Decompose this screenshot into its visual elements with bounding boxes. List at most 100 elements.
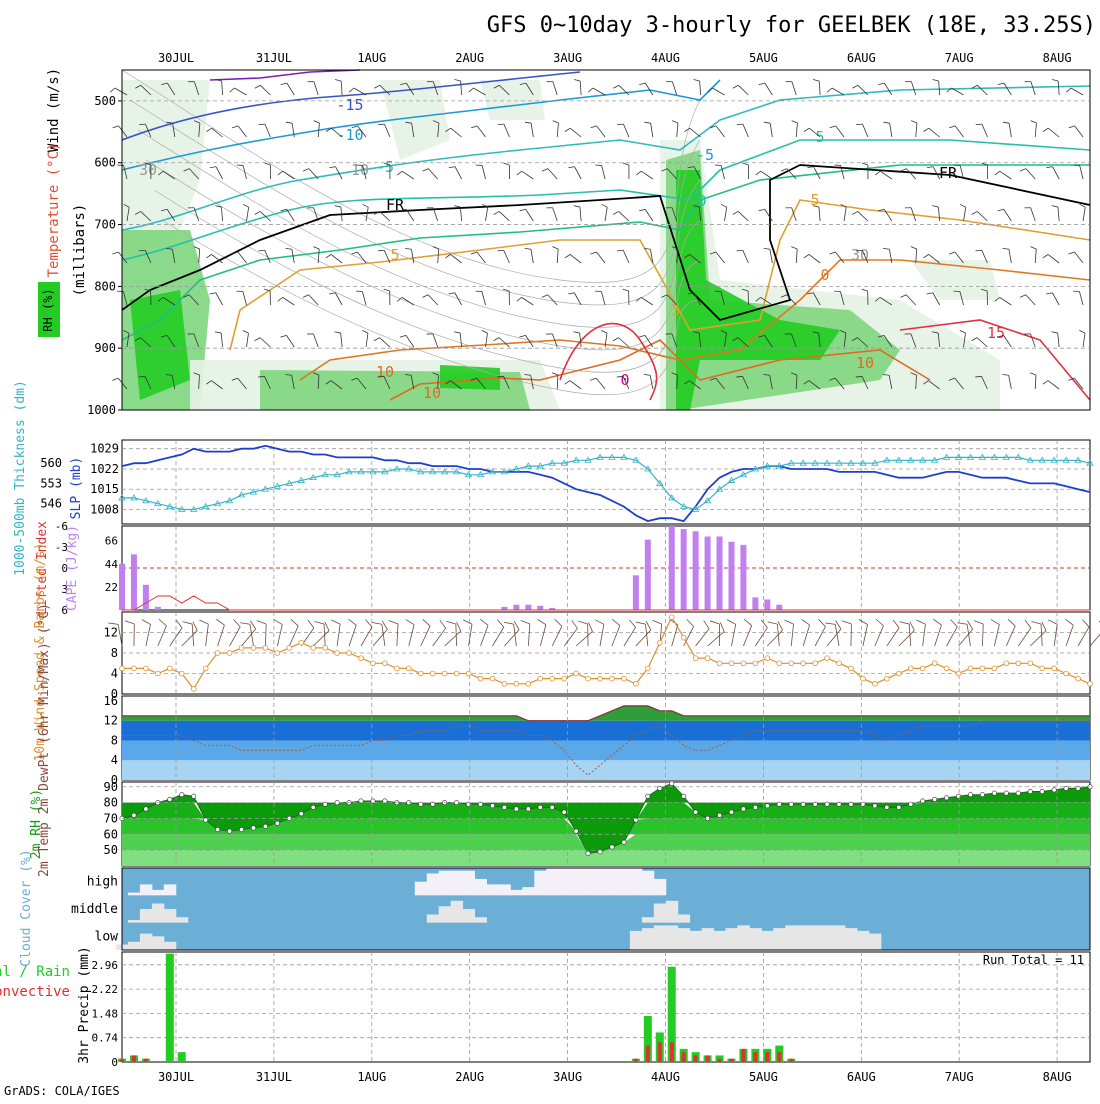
- wind10-marker: [311, 645, 316, 650]
- wind10-marker: [1076, 676, 1081, 681]
- upper-air-wind-barb: [856, 124, 862, 125]
- cape-bar: [633, 575, 639, 610]
- rh2m-marker: [1052, 788, 1056, 792]
- precip-total-label: Total / Rain: [0, 964, 70, 980]
- cloud-middle-cell: [666, 901, 678, 923]
- precip-convective-bar: [753, 1052, 757, 1062]
- cloud-low-cell: [869, 934, 881, 950]
- cloud-middle-cell: [439, 906, 451, 922]
- cloud-low-cell: [821, 925, 833, 950]
- wind10-marker: [992, 666, 997, 671]
- cloud-middle-cell: [427, 914, 439, 922]
- upper-air-pressure-label: (millibars): [72, 204, 88, 297]
- slp-tick-label: 1015: [90, 482, 119, 496]
- wind10-marker: [765, 656, 770, 661]
- wind10-marker: [622, 676, 627, 681]
- precip-convective-bar: [729, 1059, 733, 1062]
- cloud-high-cell: [498, 884, 510, 895]
- rh2m-label: 2m RH (%): [29, 789, 44, 859]
- precip-convective-bar: [670, 1042, 674, 1062]
- wind10-marker: [454, 671, 459, 676]
- wind10-marker: [371, 661, 376, 666]
- contour-label: -15: [336, 96, 363, 114]
- rh2m-marker: [753, 805, 757, 809]
- precip-convective-bar: [682, 1052, 686, 1062]
- temp-tick-label: 8: [111, 733, 118, 747]
- contour-label: FR: [386, 196, 405, 214]
- wind10-marker: [526, 681, 531, 686]
- date-label-top: 2AUG: [455, 51, 484, 65]
- precip-tick-label: 0: [111, 1056, 118, 1069]
- cloud-high-cell: [486, 884, 498, 895]
- wind10-marker: [215, 651, 220, 656]
- wind10-marker: [956, 671, 961, 676]
- rh2m-marker: [502, 805, 506, 809]
- cloud-high-cell: [427, 873, 439, 895]
- cloud-high-cell: [475, 879, 487, 895]
- wind10-marker: [693, 656, 698, 661]
- wind10-marker: [442, 671, 447, 676]
- date-label-top: 5AUG: [749, 51, 778, 65]
- thickness-tick-label: 546: [40, 497, 62, 511]
- cape-bar: [681, 529, 687, 610]
- date-label-top: 4AUG: [651, 51, 680, 65]
- cape-bar: [645, 540, 651, 610]
- cloud-low-cell: [773, 928, 785, 950]
- contour-label: 30: [851, 246, 869, 264]
- cape-bar: [740, 545, 746, 610]
- wind10-marker: [394, 666, 399, 671]
- precip-convective-bar: [777, 1052, 781, 1062]
- precip-convective-bar: [706, 1055, 710, 1062]
- rh2m-marker: [932, 797, 936, 801]
- rh-shading: [480, 80, 545, 120]
- wind10-marker: [478, 676, 483, 681]
- rh2m-marker: [275, 821, 279, 825]
- cloud-high-cell: [570, 868, 582, 895]
- rh2m-band-1: [122, 850, 1090, 866]
- cloud-high-cell: [152, 890, 164, 895]
- contour-label: -5: [376, 158, 394, 176]
- rh2m-marker: [968, 792, 972, 796]
- rh2m-marker: [562, 810, 566, 814]
- date-label-bottom: 4AUG: [651, 1070, 680, 1084]
- upper-air-temp-label: Temperature (°C): [46, 143, 62, 278]
- upper-air-wind-barb: [259, 124, 265, 125]
- wind10-marker: [514, 681, 519, 686]
- cloud-low-cell: [726, 928, 738, 950]
- temp-tick-label: 4: [111, 753, 118, 767]
- wind10-marker: [837, 661, 842, 666]
- cape-tick-label: 44: [105, 558, 119, 571]
- rh2m-marker: [192, 794, 196, 798]
- upper-air-ytick-label: 800: [94, 279, 116, 293]
- cape-bar: [143, 585, 149, 610]
- rh-shading: [440, 365, 500, 390]
- wind10-marker: [347, 651, 352, 656]
- contour-label: 10: [423, 384, 441, 402]
- precip-tick-label: 1.48: [92, 1007, 119, 1020]
- precip-tick-label: 2.22: [92, 983, 119, 996]
- upper-air-ytick-label: 500: [94, 94, 116, 108]
- cloud-low-cell: [761, 931, 773, 950]
- cloud-high-cell: [642, 871, 654, 896]
- rh2m-marker: [168, 797, 172, 801]
- wind10-marker: [562, 676, 567, 681]
- upper-air-rh-label: RH (%): [41, 288, 55, 331]
- wind10-marker: [633, 681, 638, 686]
- date-label-bottom: 7AUG: [945, 1070, 974, 1084]
- wind10-marker: [383, 661, 388, 666]
- cloud-low-cell: [164, 942, 176, 950]
- date-label-top: 1AUG: [357, 51, 386, 65]
- wind10-marker: [789, 661, 794, 666]
- rh2m-marker: [992, 791, 996, 795]
- slp-label: SLP (mb): [69, 457, 84, 520]
- cloud-high-cell: [582, 868, 594, 895]
- cloud-low-cell: [857, 931, 869, 950]
- cloud-middle-cell: [654, 904, 666, 923]
- contour-label: 10: [856, 354, 874, 372]
- rh2m-tick-label: 50: [104, 843, 118, 857]
- precip-tick-label: 2.96: [92, 959, 119, 972]
- rh2m-marker: [514, 807, 518, 811]
- wind10-marker: [430, 671, 435, 676]
- cloud-low-cell: [152, 936, 164, 950]
